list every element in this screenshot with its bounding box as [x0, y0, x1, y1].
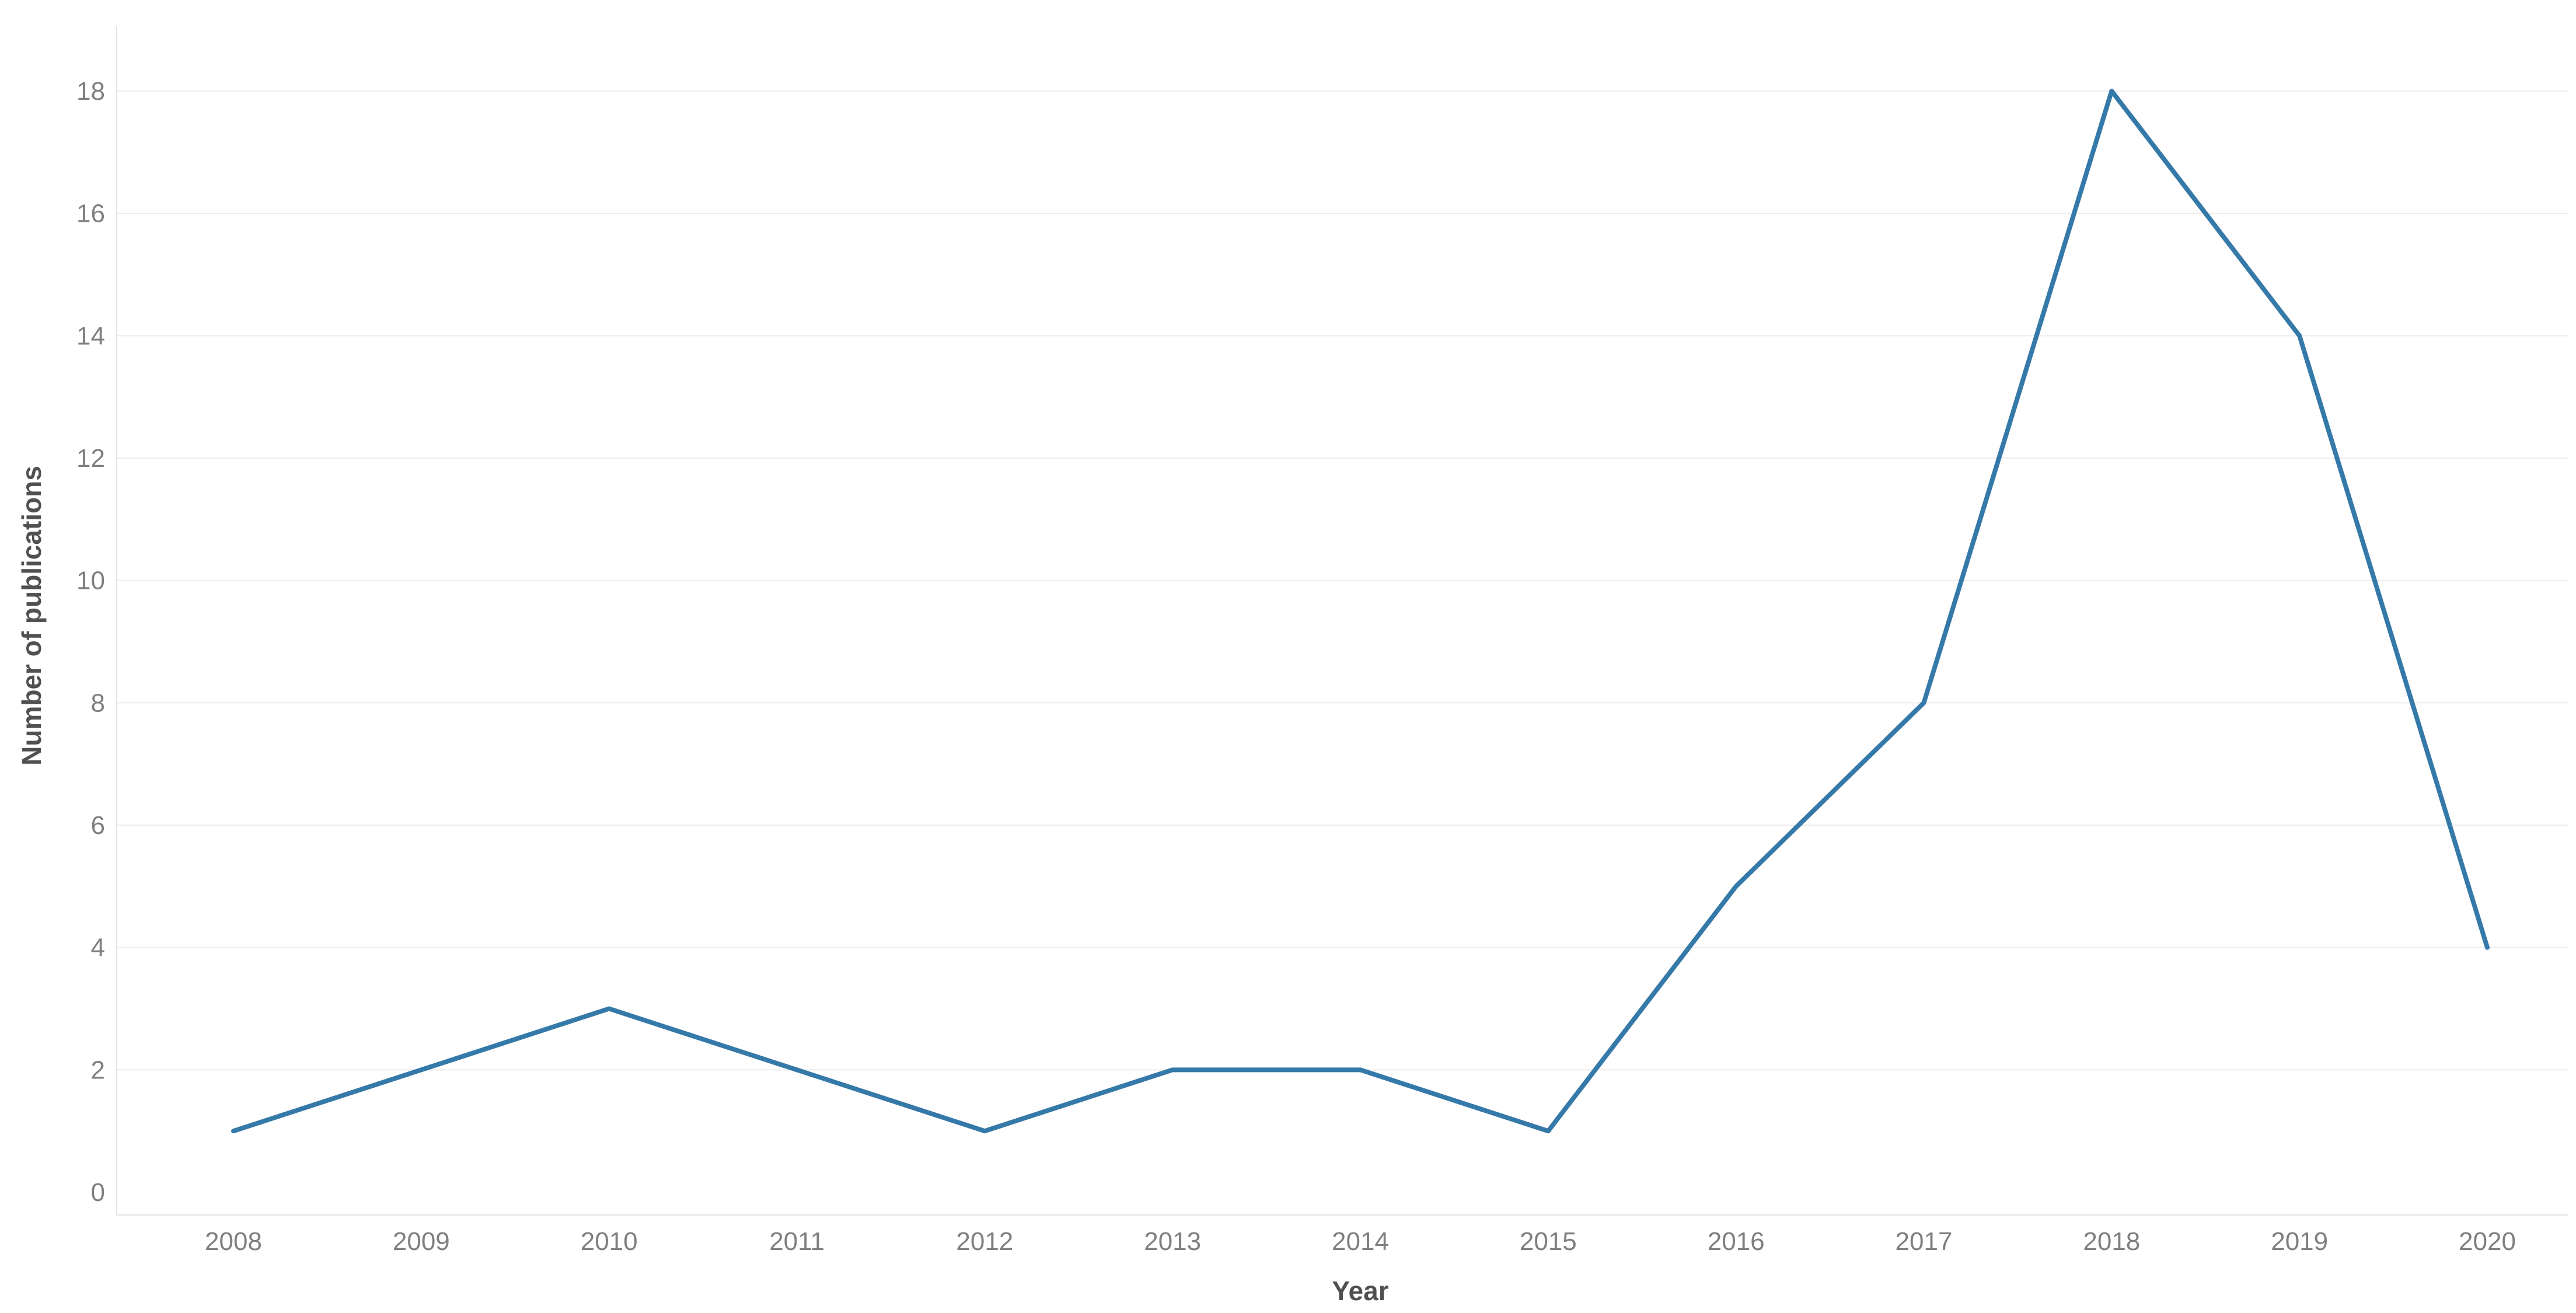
x-tick-label: 2013 [1144, 1227, 1201, 1256]
y-tick-label: 14 [76, 322, 105, 350]
x-axis-title: Year [1332, 1276, 1388, 1306]
y-tick-label: 12 [76, 444, 105, 473]
x-tick-label: 2010 [581, 1227, 638, 1256]
x-tick-label: 2014 [1332, 1227, 1389, 1256]
y-tick-label: 10 [76, 567, 105, 595]
x-tick-label: 2015 [1520, 1227, 1577, 1256]
y-axis-tick-labels: 0 2 4 6 8 10 12 14 16 18 [76, 77, 105, 1207]
x-tick-label: 2012 [956, 1227, 1013, 1256]
x-tick-label: 2020 [2459, 1227, 2516, 1256]
y-tick-label: 4 [91, 934, 105, 962]
x-tick-label: 2016 [1708, 1227, 1765, 1256]
gridlines [117, 90, 2568, 1071]
y-tick-label: 16 [76, 200, 105, 228]
y-axis-title: Number of publications [16, 466, 47, 766]
x-tick-label: 2008 [205, 1227, 262, 1256]
x-axis-tick-labels: 2008 2009 2010 2011 2012 2013 2014 2015 2016 2017… [205, 1227, 2516, 1256]
y-tick-label: 2 [91, 1056, 105, 1084]
y-tick-label: 8 [91, 689, 105, 717]
y-tick-label: 18 [76, 77, 105, 106]
x-tick-label: 2017 [1896, 1227, 1953, 1256]
series-lines [231, 89, 2490, 1134]
y-tick-label: 0 [91, 1178, 105, 1207]
x-tick-label: 2019 [2271, 1227, 2328, 1256]
x-tick-label: 2009 [393, 1227, 450, 1256]
series-line [231, 89, 2490, 1134]
x-tick-label: 2011 [769, 1227, 825, 1256]
x-tick-label: 2018 [2083, 1227, 2140, 1256]
y-tick-label: 6 [91, 811, 105, 840]
